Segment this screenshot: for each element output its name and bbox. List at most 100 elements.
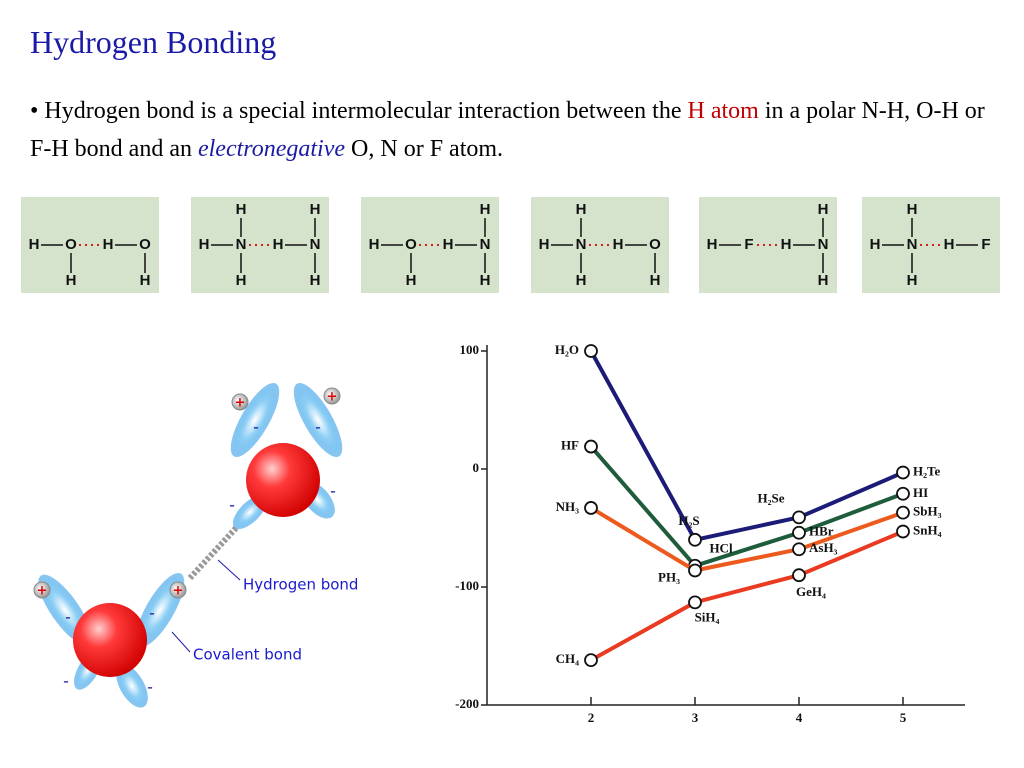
charge: - [149,604,155,623]
atom: H [818,272,829,289]
atom: H [443,236,454,253]
charge: - [315,418,321,437]
orbital-lobe [116,664,148,708]
point-label: SnH₄ [913,523,942,538]
atom: H [576,201,587,218]
data-point [584,501,598,515]
hydrogen-atom [231,393,249,411]
leader [171,631,191,653]
atom: N [818,236,829,253]
atom: H [236,201,247,218]
charge: + [327,390,338,405]
structure: H O H N H H H [361,197,499,293]
atom: H [707,236,718,253]
data-point [896,524,910,539]
data-point [584,653,598,668]
atom: H [199,236,210,253]
data-point [584,439,598,454]
orbital-lobe [230,382,280,458]
atom: H [480,201,491,218]
atom: O [139,236,151,253]
hydrogen-atom [169,581,187,599]
charge: - [63,672,69,691]
atom: N [907,236,918,253]
data-point [896,465,910,480]
data-point [688,595,702,610]
atom: H [140,272,151,289]
atom: H [369,236,380,253]
atom: H [781,236,792,253]
atom: H [907,272,918,289]
atom: F [981,236,990,253]
atom: H [406,272,417,289]
point-label: HF [561,438,579,453]
point-label: HCl [709,541,733,556]
atom: H [103,236,114,253]
atom: H [310,201,321,218]
atom: H [310,272,321,289]
label: Hydrogen bond [243,576,358,594]
structure: H N H F H H [862,197,1000,293]
series-line [589,445,904,569]
bullet-text: • Hydrogen bond is a special intermolecu… [30,92,1010,168]
point-label: H₂Te [913,464,940,479]
hydrogen-atom [323,387,341,405]
atom: N [236,236,247,253]
atom: H [273,236,284,253]
charge: + [173,584,184,599]
atom: H [539,236,550,253]
y-tick-label: -100 [455,578,479,593]
atom: H [818,201,829,218]
data-point [792,510,806,525]
charge: - [253,418,259,437]
chart: 100 0 -100 -200 2 3 4 5 H₂O H₂S H₂Se H₂Te HF HCl HBr HI… [455,342,965,725]
data-point [792,542,806,557]
charge: - [229,496,235,515]
data-point [896,505,910,520]
y-tick-label: 100 [460,342,480,357]
x-tick-label: 5 [900,710,907,725]
atom: H [944,236,955,253]
label: Covalent bond [193,646,302,664]
point-label: SiH₄ [695,609,720,624]
text: in a polar N-H, O-H or F-H bond and an [30,98,985,162]
point-label: AsH₃ [809,540,838,555]
x-tick-label: 4 [796,710,803,725]
atom: H [29,236,40,253]
highlight: H atom [687,98,759,124]
point-label: H₂O [555,342,579,357]
point-label: NH₃ [556,499,580,514]
point-label: H₂S [678,513,699,528]
charge: + [37,584,48,599]
y-tick-label: 0 [473,460,480,475]
point-label: SbH₃ [913,504,942,519]
hydrogen-bond-line [187,525,239,581]
atom: H [480,272,491,289]
atom: O [405,236,417,253]
charge: - [65,608,71,627]
structure: H N H N H H H H [191,197,329,293]
text: • Hydrogen bond is a special intermolecu… [30,98,688,124]
data-point [688,563,702,578]
y-tick-label: -200 [455,696,479,711]
data-point [792,568,806,583]
highlight: electronegative [197,136,346,162]
point-label: H₂Se [757,490,784,505]
x-tick-label: 3 [692,710,699,725]
series-line [589,506,904,573]
point-label: PH₃ [658,569,680,584]
charge: + [235,396,246,411]
structure: H N H O H H H [531,197,669,293]
charge: - [147,678,153,697]
atom: H [576,272,587,289]
oxygen-atom [73,603,147,677]
structure: H O H O H H [21,197,159,293]
atom: H [907,201,918,218]
orbital-lobe [293,382,343,458]
atom: H [870,236,881,253]
atom: H [66,272,77,289]
charge: - [330,482,336,501]
data-point [896,486,910,501]
